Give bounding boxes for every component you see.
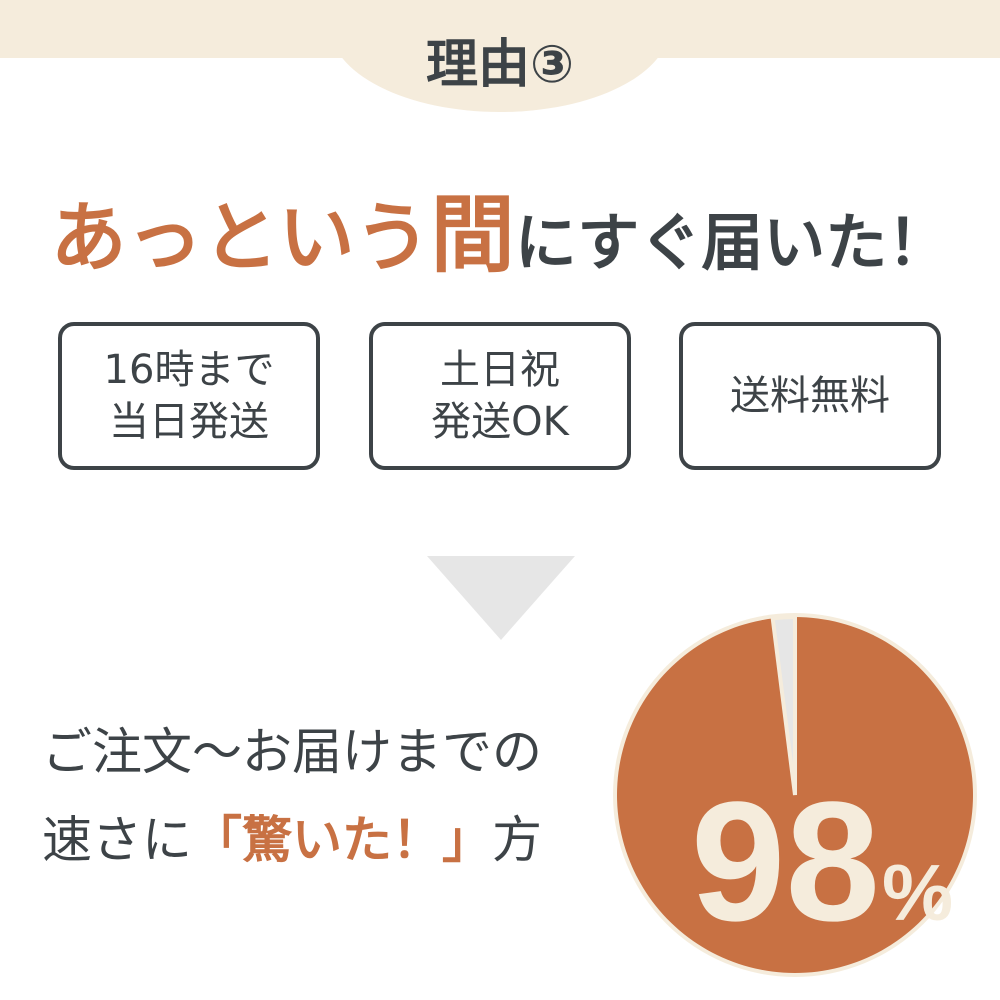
caption: ご注文〜お届けまでの 速さに「驚いた！」方 [42, 708, 542, 884]
caption-post: 方 [492, 811, 542, 869]
feature-weekend: 土日祝 発送OK [369, 322, 631, 470]
caption-line1: ご注文〜お届けまでの [42, 723, 542, 781]
reason-title: 理由③ [425, 35, 575, 95]
pie-slice-rest [770, 614, 797, 796]
caption-highlight: 「驚いた！」 [192, 811, 492, 869]
feature-same-day: 16時まで 当日発送 [58, 322, 320, 470]
headline-accent-kanji: 間 [430, 186, 515, 284]
caption-pre: 速さに [42, 811, 192, 869]
headline: あっという間にすぐ届いた！ [0, 168, 1000, 289]
caption-line2: 速さに「驚いた！」方 [42, 796, 542, 884]
pie-unit-label: % [882, 848, 953, 937]
down-arrow-icon [427, 556, 575, 640]
pie-chart: 98 % [613, 613, 977, 977]
feature-free-shipping: 送料無料 [679, 322, 941, 470]
pie-value-label: 98 [691, 767, 880, 957]
headline-accent: あっという [50, 193, 431, 282]
headline-rest: にすぐ届いた！ [514, 206, 950, 279]
